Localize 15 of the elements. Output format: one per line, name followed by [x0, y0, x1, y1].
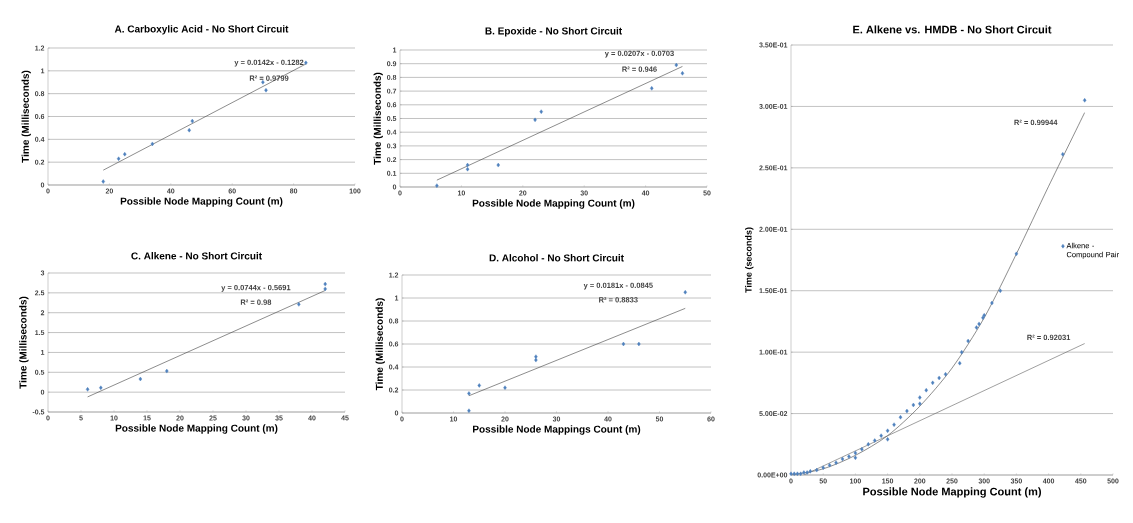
y-axis-title: Time (Milliseconds) — [19, 296, 29, 389]
x-axis-title: Possible Node Mapping Count (m) — [472, 199, 635, 209]
y-axis-title: Time (seconds) — [745, 227, 754, 293]
x-axis-title: Possible Node Mapping Count (m) — [120, 197, 283, 207]
x-axis-title: Possible Node Mappings Count (m) — [473, 425, 641, 435]
y-axis-title: Time (Milliseconds) — [375, 298, 385, 391]
y-axis-title: Time (Milliseconds) — [21, 70, 31, 163]
y-axis-title: Time (Milliseconds) — [373, 72, 383, 165]
chart-title: E. Alkene vs. HMDB - No Short Circuit — [853, 25, 1052, 34]
x-axis-title: Possible Node Mapping Count (m) — [863, 487, 1041, 498]
chart-title: C. Alkene - No Short Circuit — [131, 252, 262, 260]
chart-title: B. Epoxide - No Short Circuit — [485, 27, 623, 37]
chart-title: A. Carboxylic Acid - No Short Circuit — [114, 25, 289, 35]
x-axis-title: Possible Node Mapping Count (m) — [115, 424, 278, 434]
chart-title: D. Alcohol - No Short Circuit — [489, 254, 624, 262]
